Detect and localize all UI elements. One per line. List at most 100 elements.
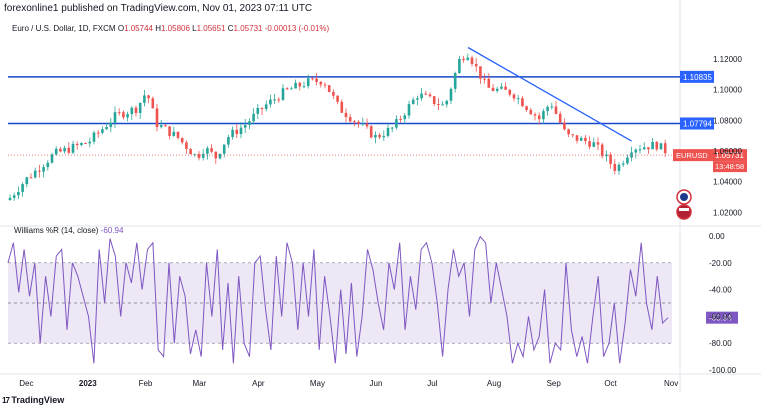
candle-body (197, 154, 201, 158)
candle-body (38, 170, 41, 172)
candle-body (243, 124, 247, 128)
candle-body (50, 154, 54, 163)
candle-body (109, 122, 113, 128)
candle-body (327, 85, 331, 92)
candle-body (294, 82, 297, 89)
candle-body (71, 143, 75, 153)
symbol-legend: Euro / U.S. Dollar, 1D, FXCM O1.05744 H1… (12, 24, 329, 33)
indicator-value: -60.94 (100, 226, 124, 235)
candle-body (54, 148, 58, 155)
candle-body (407, 104, 411, 116)
legend-low: 1.05651 (196, 24, 226, 33)
wr-tick-label: 0.00 (709, 232, 725, 241)
legend-symbol: Euro / U.S. Dollar, 1D, FXCM (12, 24, 116, 33)
candle-body (487, 78, 491, 88)
wr-tick-label: -40.00 (709, 286, 732, 295)
candle-body (63, 147, 66, 152)
candle-body (386, 127, 390, 136)
time-tick-label: Jun (370, 379, 383, 388)
candle-body (600, 144, 604, 157)
time-tick-label: Jul (427, 379, 437, 388)
wr-tick-label: -60.00 (709, 312, 732, 321)
candle-body (403, 115, 407, 120)
wr-line (7, 235, 669, 364)
candle-body (147, 95, 150, 99)
candle-body (210, 148, 213, 152)
candle-body (159, 125, 163, 128)
candle-body (504, 86, 507, 90)
time-tick-label: Mar (192, 379, 206, 388)
candle-body (596, 142, 600, 145)
candle-body (273, 99, 276, 101)
candle-body (563, 122, 566, 130)
candle-body (542, 111, 545, 120)
candle-body (479, 66, 482, 79)
candle-body (8, 197, 12, 201)
candle-body (29, 177, 33, 179)
candle-body (546, 106, 549, 112)
candle-body (512, 94, 516, 99)
level-tag-label: 1.07794 (683, 119, 712, 128)
legend-close-label: C (227, 24, 234, 33)
time-tick-label: Apr (252, 379, 265, 388)
candle-body (516, 98, 520, 100)
candle-body (357, 121, 360, 124)
candle-body (344, 112, 348, 118)
candle-body (298, 82, 302, 87)
price-pane: 1.10835 1.07794 EURUSD 1.05731 13:48:58 (8, 46, 747, 220)
candle-body (248, 121, 251, 125)
candle-body (12, 195, 16, 198)
candle-body (113, 112, 117, 123)
candle-body (105, 127, 108, 130)
candle-body (588, 141, 591, 147)
candle-body (222, 144, 226, 154)
wr-tick-label: -80.00 (709, 339, 732, 348)
legend-high: 1.05806 (161, 24, 190, 33)
axes: 1.12000 1.10000 1.08000 1.06000 1.04000 1.020… (19, 55, 742, 388)
eu-flag-icon-inner (680, 193, 688, 201)
candle-body (227, 137, 230, 145)
candle-body (424, 93, 428, 95)
candle-body (239, 127, 243, 135)
time-tick-label: 2023 (79, 379, 97, 388)
candle-body (67, 147, 71, 153)
time-tick-label: Aug (487, 379, 501, 388)
candle-body (353, 121, 356, 123)
price-tick-label: 1.04000 (713, 178, 742, 187)
candle-body (483, 78, 486, 80)
candle-body (80, 143, 83, 145)
candle-body (17, 191, 20, 196)
candle-body (201, 153, 205, 158)
candle-body (46, 162, 50, 168)
candle-body (445, 100, 449, 105)
us-flag-icon-stripe (679, 208, 689, 211)
candle-body (659, 143, 663, 150)
legend-change: -0.00013 (-0.01%) (264, 24, 330, 33)
tradingview-logo-icon: 17 (2, 396, 10, 405)
level-tag (680, 117, 714, 130)
candle-body (88, 141, 92, 144)
candle-body (554, 106, 558, 114)
candle-body (277, 99, 281, 101)
candle-body (663, 143, 667, 154)
candle-body (185, 142, 188, 150)
candle-body (75, 143, 79, 145)
candle-body (432, 96, 436, 105)
candle-body (101, 129, 104, 133)
candle-body (529, 109, 533, 115)
candle-body (621, 163, 625, 165)
candle-body (84, 143, 87, 145)
candle-body (176, 131, 180, 138)
candle-body (521, 98, 524, 107)
candle-body (306, 78, 310, 87)
candle-body (655, 141, 659, 150)
candle-body (378, 134, 381, 138)
candle-body (168, 126, 171, 136)
candle-body (441, 104, 444, 106)
candle-body (21, 184, 24, 192)
candle-body (420, 93, 423, 99)
candle-body (269, 99, 272, 105)
candle-body (369, 126, 373, 138)
candle-body (189, 149, 192, 155)
candle-body (348, 117, 352, 122)
